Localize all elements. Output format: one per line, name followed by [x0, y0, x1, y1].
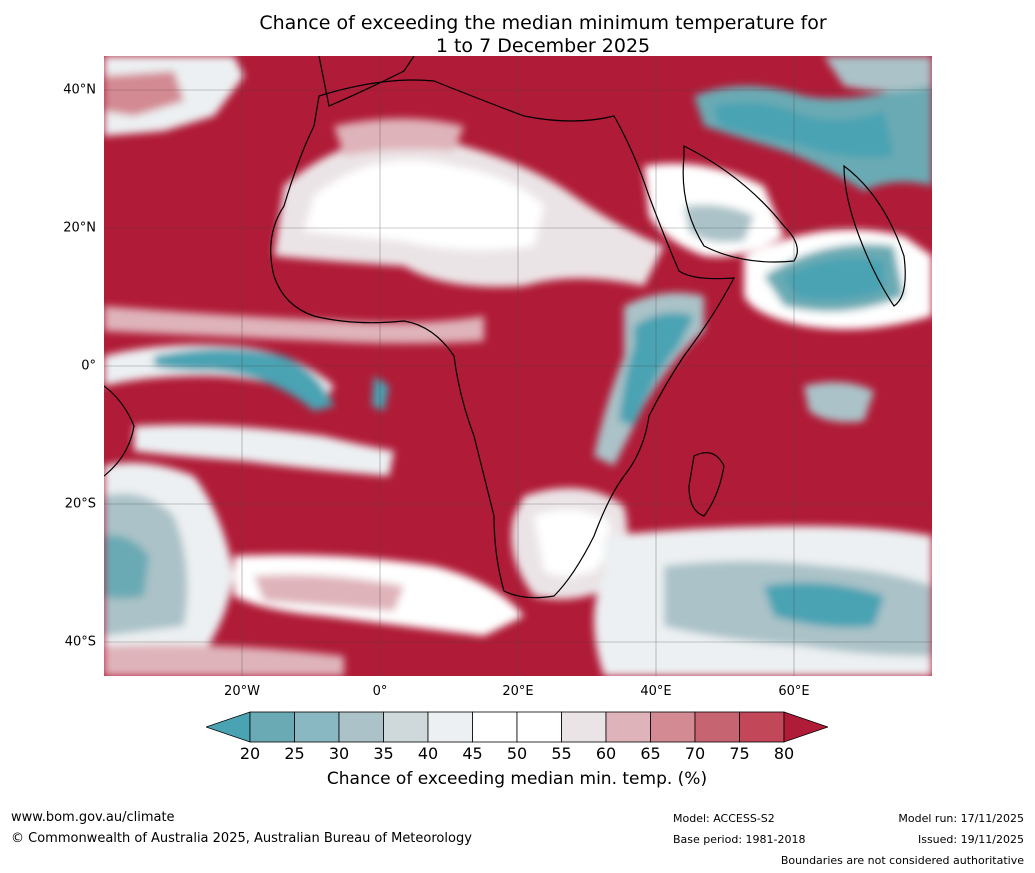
colorbar-box [516, 711, 562, 743]
graticule [104, 56, 932, 676]
lon-label-40e: 40°E [640, 684, 672, 699]
footer-base-period: Base period: 1981-2018 [673, 833, 806, 846]
colorbar-box [561, 711, 607, 743]
lat-label-40s: 40°S [64, 634, 96, 650]
colorbar-tick-label: 50 [506, 744, 528, 763]
india-coastline [843, 164, 906, 307]
lat-label-20n: 20°N [63, 220, 96, 236]
colorbar-box [694, 711, 740, 743]
colorbar-over-triangle [783, 711, 828, 743]
colorbar-under-triangle [206, 711, 251, 743]
colorbar-tick-label: 30 [328, 744, 350, 763]
lon-label-20w: 20°W [224, 684, 260, 699]
probability-regions [104, 56, 932, 676]
colorbar-box [739, 711, 785, 743]
colorbar-box [338, 711, 384, 743]
colorbar-tick-label: 40 [417, 744, 439, 763]
colorbar [206, 711, 828, 743]
colorbar-tick-label: 20 [239, 744, 261, 763]
footer-copyright: © Commonwealth of Australia 2025, Austra… [11, 831, 472, 846]
lat-label-20s: 20°S [64, 496, 96, 512]
colorbar-tick-label: 60 [595, 744, 617, 763]
footer-website[interactable]: www.bom.gov.au/climate [11, 810, 175, 825]
colorbar-tick-label: 45 [462, 744, 483, 763]
colorbar-tick-label: 70 [684, 744, 706, 763]
footer-model-run: Model run: 17/11/2025 [898, 812, 1024, 825]
forecast-map [104, 56, 932, 676]
colorbar-box [427, 711, 473, 743]
colorbar-tick-label: 55 [551, 744, 572, 763]
madagascar-coastline [688, 452, 725, 517]
footer-issued: Issued: 19/11/2025 [917, 833, 1024, 846]
colorbar-tick-label: 65 [640, 744, 661, 763]
colorbar-tick-label: 35 [373, 744, 394, 763]
footer-model: Model: ACCESS-S2 [673, 812, 775, 825]
south-america-coastline [104, 385, 135, 477]
lat-label-40n: 40°N [63, 82, 96, 98]
map-title-line-1: Chance of exceeding the median minimum t… [259, 12, 827, 34]
colorbar-box [472, 711, 518, 743]
map-title-line-2: 1 to 7 December 2025 [435, 35, 651, 57]
colorbar-box [383, 711, 429, 743]
colorbar-tick-label: 75 [729, 744, 750, 763]
lon-label-60e: 60°E [778, 684, 810, 699]
lon-label-20e: 20°E [502, 684, 534, 699]
colorbar-box [294, 711, 340, 743]
colorbar-box [249, 711, 295, 743]
colorbar-label: Chance of exceeding median min. temp. (%… [326, 769, 708, 789]
africa-coastline [270, 79, 736, 599]
footer-disclaimer: Boundaries are not considered authoritat… [780, 854, 1024, 867]
lat-label-equator: 0° [81, 358, 96, 374]
forecast-map-canvas [104, 56, 932, 676]
colorbar-box [650, 711, 696, 743]
colorbar-tick-label: 25 [284, 744, 305, 763]
lon-label-0: 0° [372, 684, 388, 699]
colorbar-tick-label: 80 [773, 744, 795, 763]
colorbar-box [605, 711, 651, 743]
